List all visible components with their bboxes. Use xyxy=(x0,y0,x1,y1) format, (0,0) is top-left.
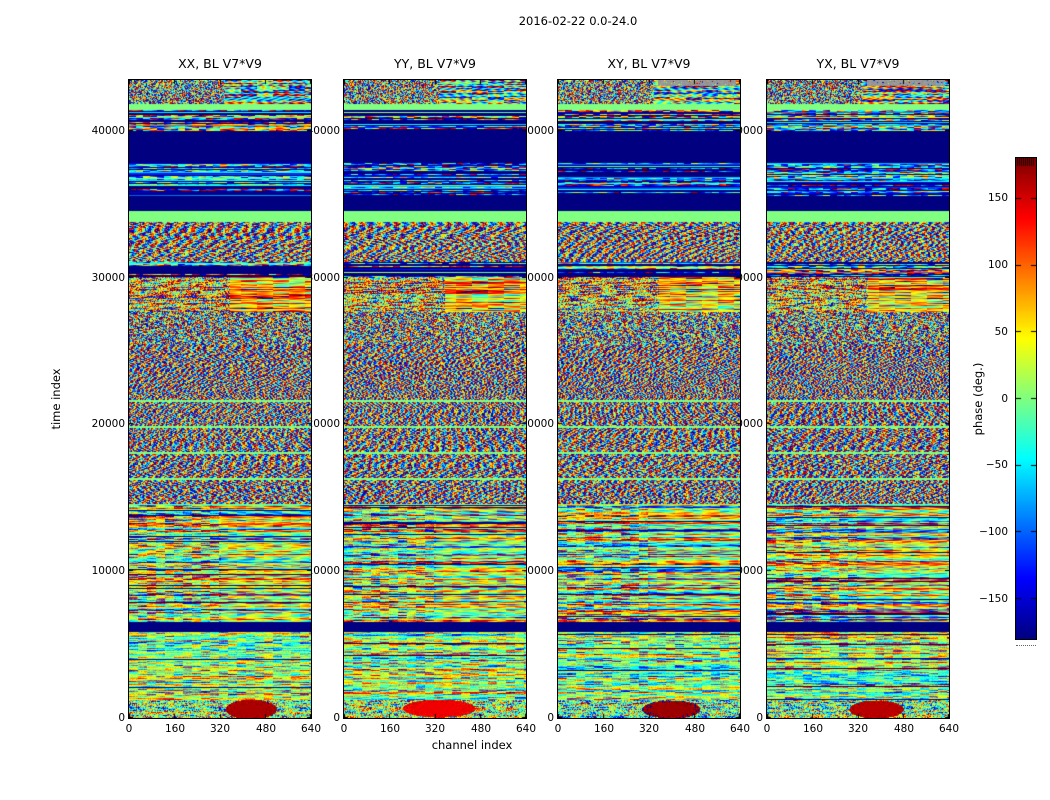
y-tick-label: 0 xyxy=(333,712,340,724)
y-tick-label: 40000 xyxy=(306,125,340,137)
x-axis-label: channel index xyxy=(431,738,513,752)
colorbar-under-dots xyxy=(1016,645,1036,646)
y-tick-label: 0 xyxy=(547,712,554,724)
x-tick-label: 640 xyxy=(938,723,960,735)
colorbar-tick-label: 0 xyxy=(1001,393,1008,405)
x-tick-label: 0 xyxy=(554,723,562,735)
figure-title: 2016-02-22 0.0-24.0 xyxy=(518,14,638,28)
x-tick-label: 480 xyxy=(893,723,915,735)
y-tick-label: 30000 xyxy=(91,272,125,284)
x-tick-label: 160 xyxy=(379,723,401,735)
x-tick-label: 160 xyxy=(593,723,615,735)
colorbar-tick-label: −150 xyxy=(979,593,1008,605)
x-tick-label: 320 xyxy=(424,723,446,735)
heatmap-yy xyxy=(343,79,527,719)
x-tick-label: 480 xyxy=(684,723,706,735)
panel-title-yx: YX, BL V7*V9 xyxy=(816,56,900,71)
panel-title-xy: XY, BL V7*V9 xyxy=(607,56,691,71)
x-tick-label: 640 xyxy=(300,723,322,735)
colorbar-tick-label: 150 xyxy=(987,192,1008,204)
x-tick-label: 0 xyxy=(763,723,771,735)
y-tick-label: 20000 xyxy=(306,418,340,430)
y-tick-label: 20000 xyxy=(91,418,125,430)
x-tick-label: 320 xyxy=(847,723,869,735)
y-tick-label: 40000 xyxy=(91,125,125,137)
x-tick-label: 480 xyxy=(470,723,492,735)
y-tick-label: 0 xyxy=(118,712,125,724)
colorbar xyxy=(1015,157,1037,640)
y-tick-label: 20000 xyxy=(520,418,554,430)
panel-title-xx: XX, BL V7*V9 xyxy=(178,56,262,71)
x-tick-label: 640 xyxy=(729,723,751,735)
x-tick-label: 320 xyxy=(209,723,231,735)
x-tick-label: 160 xyxy=(164,723,186,735)
x-tick-label: 0 xyxy=(340,723,348,735)
y-tick-label: 40000 xyxy=(520,125,554,137)
y-tick-label: 30000 xyxy=(306,272,340,284)
colorbar-tick-label: 50 xyxy=(994,326,1008,338)
heatmap-xx xyxy=(128,79,312,719)
panel-title-yy: YY, BL V7*V9 xyxy=(394,56,476,71)
x-tick-label: 320 xyxy=(638,723,660,735)
y-tick-label: 0 xyxy=(756,712,763,724)
x-tick-label: 0 xyxy=(125,723,133,735)
heatmap-yx xyxy=(766,79,950,719)
x-tick-label: 640 xyxy=(515,723,537,735)
y-tick-label: 10000 xyxy=(91,565,125,577)
y-tick-label: 10000 xyxy=(520,565,554,577)
colorbar-tick-label: 100 xyxy=(987,259,1008,271)
x-tick-label: 480 xyxy=(255,723,277,735)
colorbar-tick-label: −100 xyxy=(979,526,1008,538)
heatmap-xy xyxy=(557,79,741,719)
y-tick-label: 30000 xyxy=(520,272,554,284)
colorbar-tick-label: −50 xyxy=(985,459,1008,471)
x-tick-label: 160 xyxy=(802,723,824,735)
y-tick-label: 10000 xyxy=(306,565,340,577)
y-axis-label: time index xyxy=(49,368,63,430)
